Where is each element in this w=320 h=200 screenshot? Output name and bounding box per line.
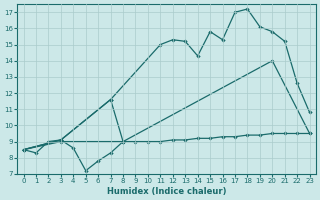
- X-axis label: Humidex (Indice chaleur): Humidex (Indice chaleur): [107, 187, 226, 196]
